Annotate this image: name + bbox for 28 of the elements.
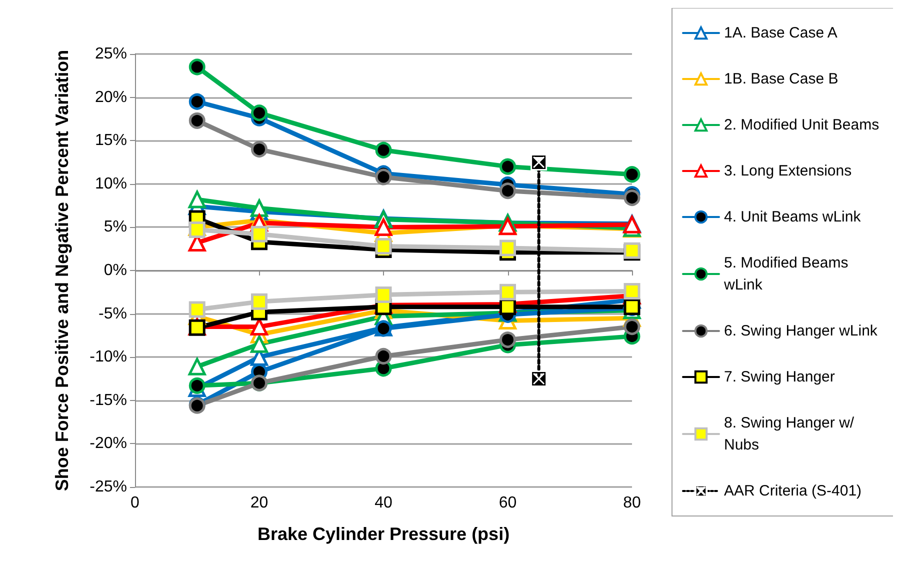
legend-label: 7. Swing Hanger [724, 368, 835, 386]
legend-label: AAR Criteria (S-401) [724, 482, 862, 500]
legend-label: 1B. Base Case B [724, 70, 838, 88]
legend-label: 1A. Base Case A [724, 24, 838, 42]
y-axis-title: Shoe Force Positive and Negative Percent Variation [52, 50, 72, 492]
y-tick-label: 10% [94, 175, 127, 192]
x-axis-title: Brake Cylinder Pressure (psi) [257, 524, 510, 544]
y-tick-label: -25% [90, 478, 127, 496]
x-tick-label: 60 [498, 494, 517, 512]
y-tick-label: -10% [90, 348, 127, 366]
legend-label: 5. Modified Beams wLink [723, 254, 852, 294]
x-tick-label: 20 [250, 494, 268, 512]
y-tick-label: -15% [90, 392, 127, 409]
legend-label: 6. Swing Hanger wLink [724, 322, 878, 340]
legend-label: 8. Swing Hanger w/ Nubs [724, 414, 858, 454]
legend-label: 2. Modified Unit Beams [724, 116, 880, 134]
y-tick-label: 25% [94, 46, 127, 62]
y-tick-label: 20% [94, 88, 127, 106]
x-tick-label: 0 [130, 494, 140, 512]
legend-label: 4. Unit Beams wLink [724, 208, 862, 226]
y-tick-label: -20% [90, 435, 127, 452]
y-tick-label: 15% [94, 132, 127, 150]
y-tick-label: 5% [104, 218, 127, 236]
y-tick-label: 0% [104, 262, 127, 279]
x-tick-label: 40 [374, 494, 392, 512]
x-tick-label: 80 [623, 494, 641, 512]
legend-label: 3. Long Extensions [724, 162, 852, 180]
y-tick-label: -5% [98, 305, 127, 322]
